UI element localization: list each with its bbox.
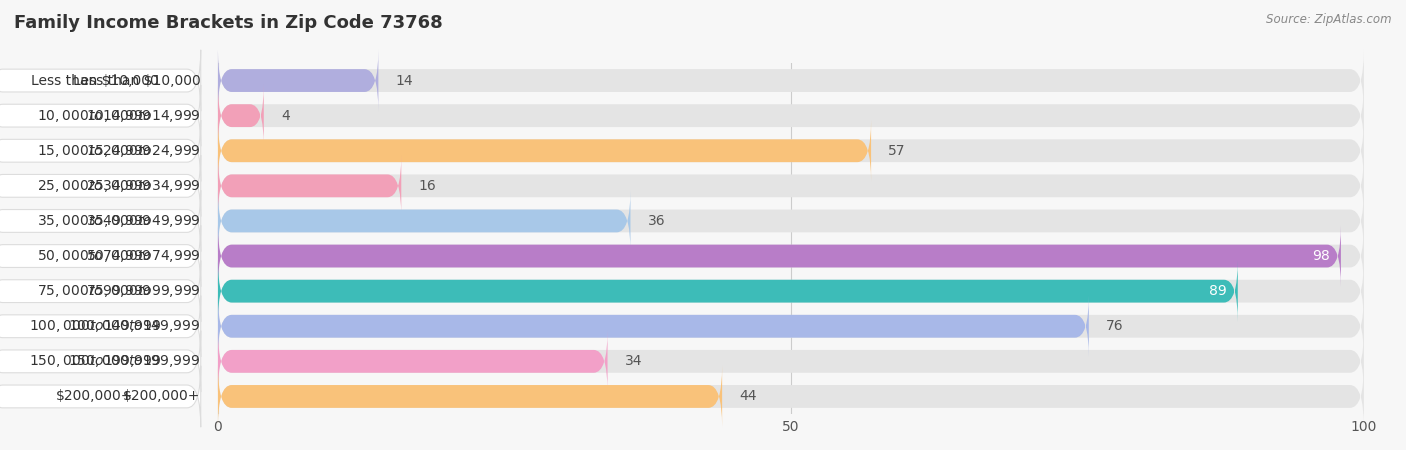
- FancyBboxPatch shape: [218, 261, 1237, 322]
- FancyBboxPatch shape: [0, 190, 201, 252]
- FancyBboxPatch shape: [218, 85, 1364, 146]
- Text: 44: 44: [740, 389, 756, 404]
- Text: 4: 4: [281, 108, 290, 123]
- Text: 89: 89: [1209, 284, 1226, 298]
- Text: $25,000 to $34,999: $25,000 to $34,999: [86, 178, 201, 194]
- FancyBboxPatch shape: [218, 366, 723, 427]
- Text: $10,000 to $14,999: $10,000 to $14,999: [38, 108, 152, 124]
- FancyBboxPatch shape: [0, 50, 201, 111]
- FancyBboxPatch shape: [218, 331, 1364, 392]
- FancyBboxPatch shape: [218, 155, 1364, 216]
- Text: $100,000 to $149,999: $100,000 to $149,999: [69, 318, 201, 334]
- Text: 98: 98: [1312, 249, 1330, 263]
- FancyBboxPatch shape: [0, 155, 201, 216]
- FancyBboxPatch shape: [0, 296, 201, 357]
- Text: $50,000 to $74,999: $50,000 to $74,999: [86, 248, 201, 264]
- Text: $200,000+: $200,000+: [56, 389, 134, 404]
- Text: 14: 14: [395, 73, 413, 88]
- FancyBboxPatch shape: [218, 225, 1364, 287]
- Text: Source: ZipAtlas.com: Source: ZipAtlas.com: [1267, 14, 1392, 27]
- FancyBboxPatch shape: [218, 225, 1341, 287]
- Text: $75,000 to $99,999: $75,000 to $99,999: [86, 283, 201, 299]
- Text: Family Income Brackets in Zip Code 73768: Family Income Brackets in Zip Code 73768: [14, 14, 443, 32]
- Text: 34: 34: [624, 354, 643, 369]
- Text: 36: 36: [648, 214, 665, 228]
- Text: $150,000 to $199,999: $150,000 to $199,999: [69, 353, 201, 369]
- FancyBboxPatch shape: [218, 190, 630, 252]
- Text: $35,000 to $49,999: $35,000 to $49,999: [86, 213, 201, 229]
- FancyBboxPatch shape: [218, 296, 1364, 357]
- Text: $50,000 to $74,999: $50,000 to $74,999: [38, 248, 152, 264]
- Text: $35,000 to $49,999: $35,000 to $49,999: [38, 213, 152, 229]
- Text: Less than $10,000: Less than $10,000: [31, 73, 159, 88]
- FancyBboxPatch shape: [0, 261, 201, 322]
- Text: $200,000+: $200,000+: [124, 389, 201, 404]
- FancyBboxPatch shape: [218, 296, 1088, 357]
- FancyBboxPatch shape: [218, 50, 1364, 111]
- Text: Less than $10,000: Less than $10,000: [73, 73, 201, 88]
- FancyBboxPatch shape: [218, 50, 378, 111]
- FancyBboxPatch shape: [218, 261, 1364, 322]
- Text: 16: 16: [419, 179, 436, 193]
- Text: 57: 57: [889, 144, 905, 158]
- Text: $75,000 to $99,999: $75,000 to $99,999: [38, 283, 152, 299]
- Text: $10,000 to $14,999: $10,000 to $14,999: [86, 108, 201, 124]
- FancyBboxPatch shape: [218, 155, 401, 216]
- Text: $150,000 to $199,999: $150,000 to $199,999: [28, 353, 160, 369]
- FancyBboxPatch shape: [0, 85, 201, 146]
- FancyBboxPatch shape: [218, 120, 1364, 181]
- Text: $15,000 to $24,999: $15,000 to $24,999: [86, 143, 201, 159]
- FancyBboxPatch shape: [218, 366, 1364, 427]
- FancyBboxPatch shape: [0, 225, 201, 287]
- FancyBboxPatch shape: [0, 331, 201, 392]
- FancyBboxPatch shape: [0, 120, 201, 181]
- FancyBboxPatch shape: [218, 85, 264, 146]
- Text: $15,000 to $24,999: $15,000 to $24,999: [38, 143, 152, 159]
- FancyBboxPatch shape: [218, 331, 607, 392]
- FancyBboxPatch shape: [218, 120, 872, 181]
- Text: $25,000 to $34,999: $25,000 to $34,999: [38, 178, 152, 194]
- Text: 76: 76: [1107, 319, 1123, 333]
- FancyBboxPatch shape: [218, 190, 1364, 252]
- FancyBboxPatch shape: [0, 366, 201, 427]
- Text: $100,000 to $149,999: $100,000 to $149,999: [28, 318, 160, 334]
